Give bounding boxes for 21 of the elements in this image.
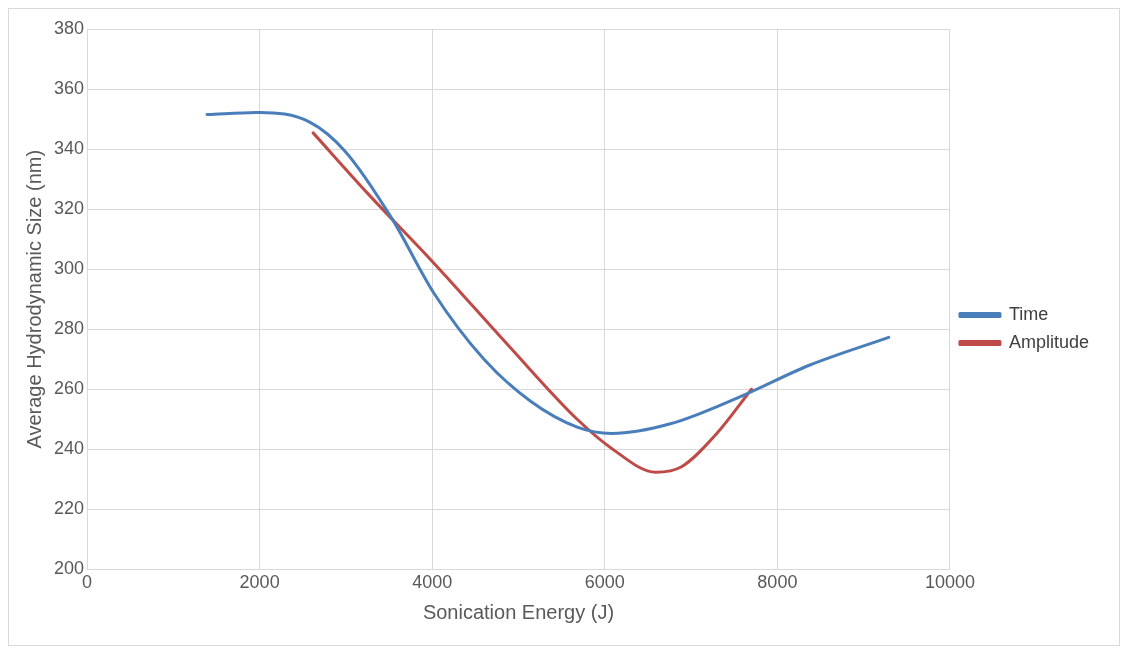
x-tick-label: 8000 [757, 572, 798, 593]
y-tick-label: 340 [53, 138, 85, 159]
y-tick-label: 320 [53, 198, 85, 219]
y-tick-label: 240 [53, 438, 85, 459]
x-tick-label: 6000 [584, 572, 625, 593]
line-series [205, 110, 891, 435]
y-tick-label: 380 [53, 17, 85, 38]
x-tick-label: 4000 [412, 572, 453, 593]
x-tick-label: 0 [82, 572, 93, 593]
line-series [311, 131, 753, 474]
legend-label: Amplitude [1008, 331, 1089, 352]
y-tick-label: 220 [53, 498, 85, 519]
x-tick-label: 2000 [239, 572, 280, 593]
x-axis-title: Sonication Energy (J) [422, 600, 615, 623]
legend-label: Time [1008, 303, 1049, 324]
y-tick-label: 360 [53, 78, 85, 99]
y-tick-label: 260 [53, 378, 85, 399]
y-axis-title: Average Hydrodynamic Size (nm) [22, 149, 45, 449]
x-tick-label: 10000 [924, 572, 975, 593]
y-tick-label: 280 [53, 318, 85, 339]
y-tick-label: 300 [53, 258, 85, 279]
